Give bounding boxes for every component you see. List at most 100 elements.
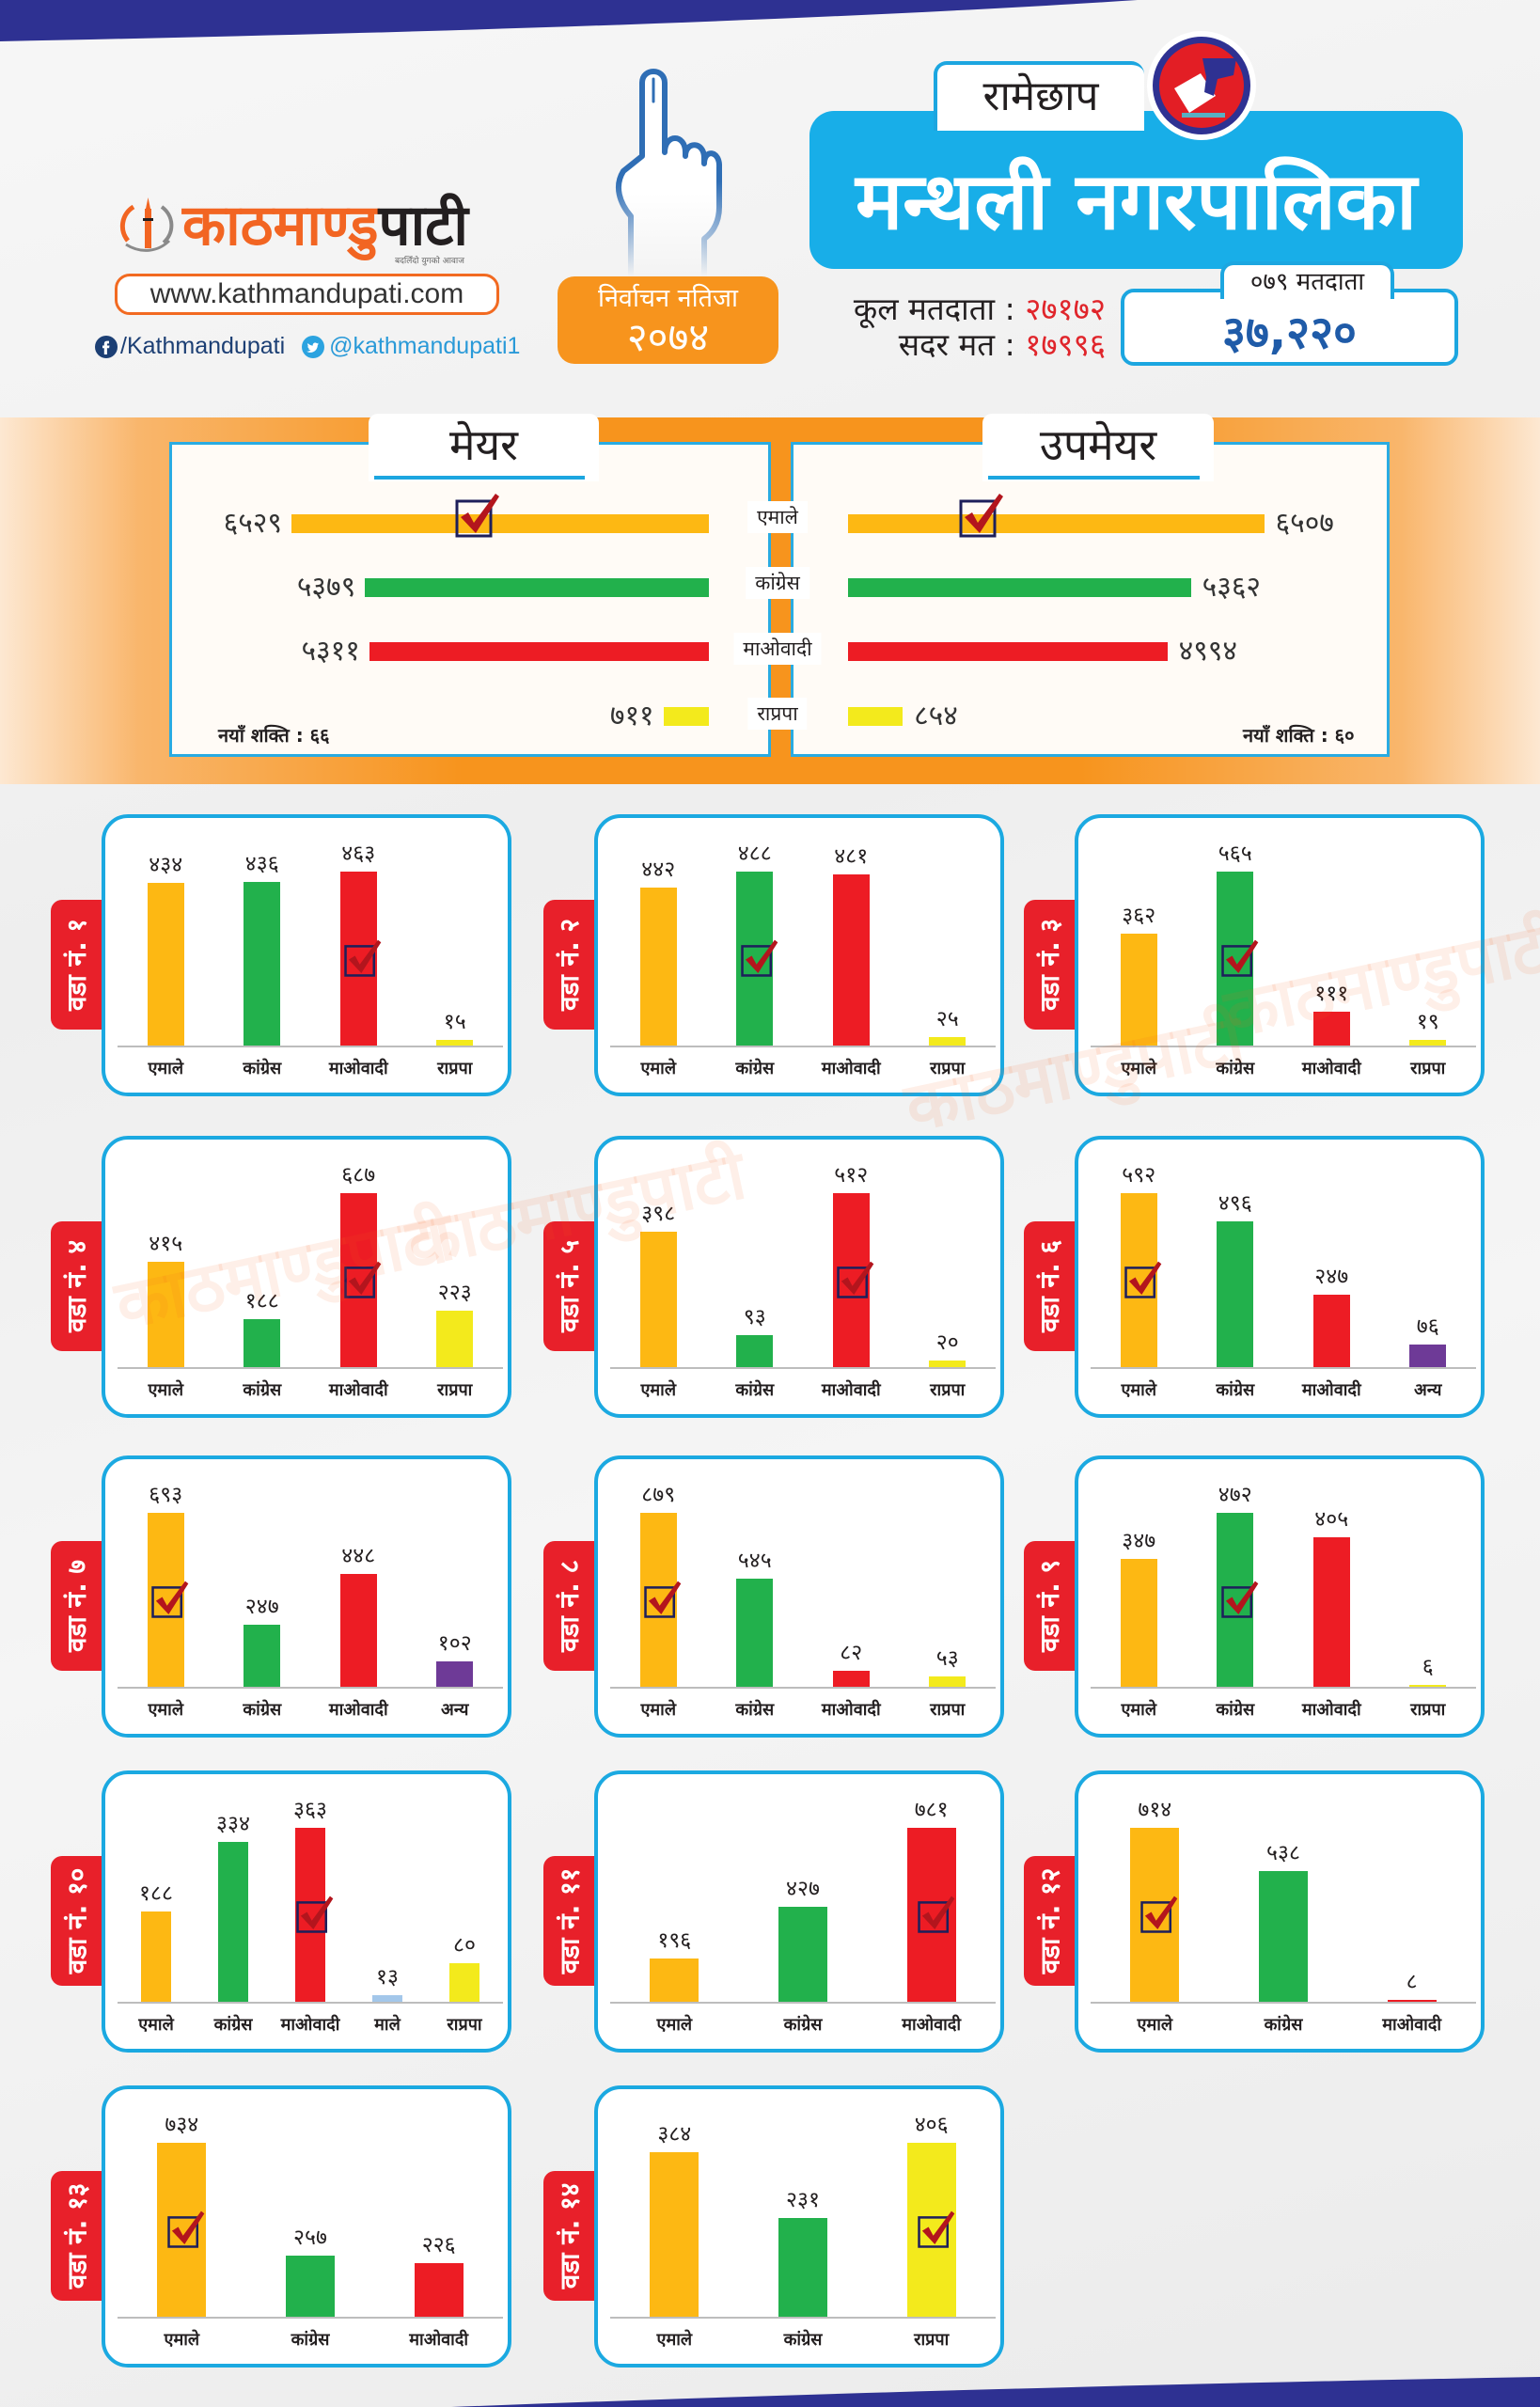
mayor-title: मेयर (448, 419, 518, 470)
ward-card: वडा नं. १३ ७३४ एमाले २५७ कांग्रेस २२६ माओवादी (51, 2085, 511, 2368)
logo-tagline: बदलिँदो युगको आवाज (395, 257, 464, 266)
district-name: रामेछाप (982, 72, 1099, 120)
x-axis-baseline (118, 1046, 503, 1047)
ward-value-label: ४०६ (914, 2113, 949, 2137)
mayor-title-underline (374, 476, 585, 480)
ward-value-label: १८८ (244, 1289, 279, 1314)
checkbox-tick-icon (836, 1260, 875, 1299)
ward-value-label: ४०५ (1314, 1507, 1349, 1533)
ward-card: वडा नं. ३ ३६२ एमाले ५६५ कांग्रेस १११ माओवादी १९… (1024, 814, 1485, 1096)
ward-bar (141, 1911, 171, 2002)
x-axis-baseline (118, 1367, 503, 1369)
ward-bar (832, 873, 870, 1046)
ward-bar (1409, 1345, 1447, 1367)
ward-category-label: माओवादी (821, 1059, 881, 1078)
ward-category-label: एमाले (1121, 1059, 1157, 1078)
ward-category-label: राप्रपा (930, 1380, 966, 1400)
ward-label: वडा नं. ३ (1034, 918, 1066, 1012)
ward-category-label: राप्रपा (447, 2015, 482, 2035)
x-axis-baseline (610, 2002, 996, 2004)
valid-votes-value: १७९९६ (1025, 326, 1106, 363)
ward-bar (1387, 1999, 1437, 2002)
ward-label: वडा नं. ७ (61, 1559, 93, 1653)
ward-value-label: १९ (1416, 1009, 1439, 1034)
ward-label-tab: वडा नं. ११ (543, 1856, 594, 1986)
checkbox-tick-icon (454, 492, 501, 539)
ward-label: वडा नं. १२ (1034, 1867, 1065, 1974)
ward-category-label: माओवादी (821, 1700, 881, 1720)
website-link[interactable]: www.kathmandupati.com (115, 274, 499, 315)
ward-label-tab: वडा नं. ८ (543, 1541, 594, 1671)
ward-label: वडा नं. ६ (1034, 1239, 1066, 1333)
twitter-link[interactable]: @kathmandupati1 (302, 333, 520, 360)
deputy-mayor-title-underline (988, 476, 1200, 480)
ward-label-tab: वडा नं. १२ (1024, 1856, 1075, 1986)
ward-bar (650, 1958, 699, 2002)
ward-bar (1120, 1558, 1157, 1687)
ward-card: वडा नं. १ ४३४ एमाले ४३६ कांग्रेस ४६३ माओवादी १५… (51, 814, 511, 1096)
ward-bar (339, 1574, 377, 1687)
ward-value-label: २० (935, 1329, 959, 1355)
ward-category-label: कांग्रेस (735, 1700, 775, 1720)
ward-value-label: १३ (376, 1965, 399, 1990)
ward-label: वडा नं. १३ (61, 2182, 92, 2289)
total-voters-label: कूल मतदाता (853, 291, 996, 327)
ward-bar (436, 1040, 474, 1046)
ward-bar (436, 1310, 474, 1367)
ward-bar (147, 1262, 184, 1367)
checkbox-tick-icon (1139, 1895, 1179, 1934)
ward-value-label: ७६ (1416, 1314, 1439, 1340)
ward-bar (1312, 1294, 1350, 1367)
ward-label-tab: वडा नं. ९ (1024, 1541, 1075, 1671)
ward-value-label: ३८४ (657, 2122, 692, 2147)
ward-bar (147, 882, 184, 1046)
ward-category-label: माओवादी (280, 2015, 340, 2035)
deputy-mayor-value-label: ८५४ (914, 700, 958, 732)
ward-label-tab: वडा नं. २ (543, 900, 594, 1030)
checkbox-tick-icon (343, 938, 383, 978)
ward-label: वडा नं. ११ (554, 1867, 585, 1974)
ward-value-label: ३३४ (216, 1811, 250, 1836)
ward-value-label: ४२७ (786, 1876, 820, 1901)
ward-bar (1259, 1870, 1308, 2002)
mayor-panel (169, 442, 771, 757)
ward-card: वडा नं. ११ १९६ एमाले ४२७ कांग्रेस ७८१ माओवादी (543, 1770, 1004, 2053)
ward-value-label: ८० (453, 1933, 476, 1959)
ward-category-label: माओवादी (1382, 2015, 1442, 2035)
ward-label: वडा नं. १ (61, 918, 93, 1012)
ward-bar (1312, 1011, 1350, 1046)
x-axis-baseline (1091, 1046, 1476, 1047)
ward-category-label: कांग्रेस (735, 1380, 775, 1400)
ward-bar (1217, 1221, 1254, 1367)
valid-votes-label: सदर मत (898, 326, 996, 363)
checkbox-tick-icon (740, 938, 779, 978)
party-label: माओवादी (733, 633, 822, 665)
deputy-mayor-other-note: नयाँ शक्ति : ६० (1243, 724, 1355, 747)
ward-value-label: ६ (1422, 1654, 1434, 1679)
globe-tower-logo-icon (119, 197, 174, 252)
total-voters-value: २७१७२ (1025, 291, 1106, 327)
ward-label: वडा नं. ४ (61, 1239, 93, 1333)
facebook-link[interactable]: /Kathmandupati (95, 333, 285, 360)
x-axis-baseline (610, 1046, 996, 1047)
mayor-title-tab: मेयर (369, 414, 599, 481)
ward-value-label: ६९३ (149, 1483, 183, 1507)
ward-category-label: कांग्रेस (783, 2015, 823, 2035)
ward-value-label: ४९६ (1218, 1191, 1252, 1216)
ballot-box-emblem-icon (1147, 31, 1256, 140)
ward-category-label: राप्रपा (1410, 1059, 1446, 1078)
ward-value-label: १९६ (657, 1927, 692, 1953)
ward-category-label: माले (374, 2015, 401, 2035)
ward-value-label: ३४७ (1122, 1528, 1156, 1553)
ward-card: वडा नं. ५ ३९८ एमाले ९३ कांग्रेस ५१२ माओवादी २० र… (543, 1136, 1004, 1418)
brand-logo[interactable]: काठमाण्डु पाटी (115, 192, 468, 260)
ward-label-tab: वडा नं. १३ (51, 2171, 102, 2301)
ward-value-label: २४७ (244, 1595, 279, 1620)
ward-category-label: माओवादी (409, 2330, 469, 2350)
ward-bar (436, 1660, 474, 1687)
ward-value-label: ४८८ (737, 842, 772, 866)
ward-category-label: एमाले (1137, 2015, 1173, 2035)
top-band (0, 0, 1138, 41)
district-tab: रामेछाप (934, 61, 1144, 131)
ward-bar (650, 2152, 699, 2317)
